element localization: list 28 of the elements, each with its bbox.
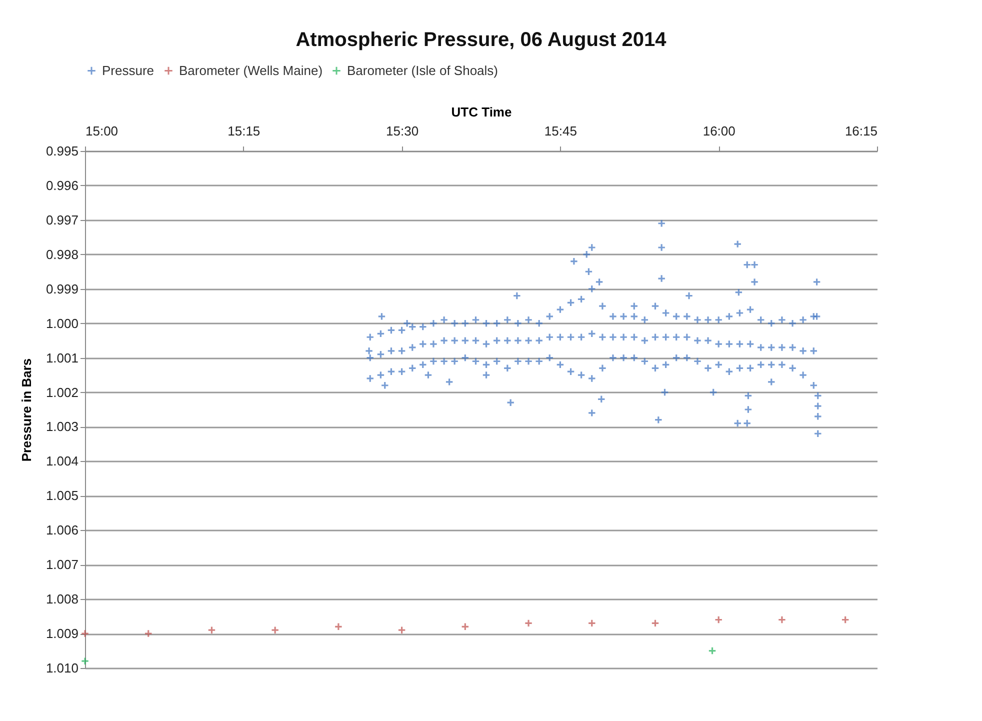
y-tick-label: 1.005 (46, 488, 78, 504)
y-tick-label: 1.002 (46, 384, 78, 400)
legend-label: Barometer (Isle of Shoals) (347, 62, 498, 78)
y-tick-label: 1.004 (46, 454, 78, 469)
y-tick-label: 1.000 (46, 316, 78, 331)
y-tick-label: 0.998 (46, 246, 78, 262)
legend-label: Pressure (102, 62, 154, 78)
y-tick-label: 0.999 (46, 281, 78, 296)
y-tick-label: 1.009 (46, 626, 78, 642)
chart-title: Atmospheric Pressure, 06 August 2014 (296, 29, 668, 51)
x-tick-label: 15:15 (228, 124, 260, 138)
x-tick-label: 16:00 (702, 124, 736, 138)
x-tick-label: 15:30 (386, 124, 419, 138)
y-tick-label: 1.003 (46, 419, 78, 434)
y-tick-label: 1.008 (46, 592, 78, 607)
y-tick-label: 1.010 (46, 660, 78, 676)
x-tick-label: 15:45 (544, 124, 577, 138)
legend-label: Barometer (Wells Maine) (179, 62, 323, 78)
y-axis-title: Pressure in Bars (18, 358, 34, 462)
y-tick-label: 0.996 (46, 178, 78, 193)
y-tick-label: 1.001 (46, 350, 78, 366)
y-tick-label: 0.997 (46, 212, 78, 228)
x-axis-title: UTC Time (451, 104, 512, 120)
y-tick-label: 0.995 (46, 144, 78, 158)
y-tick-label: 1.007 (46, 557, 78, 572)
x-tick-label: 15:00 (86, 124, 118, 138)
x-tick-label: 16:15 (844, 124, 878, 138)
y-tick-label: 1.006 (46, 522, 78, 538)
